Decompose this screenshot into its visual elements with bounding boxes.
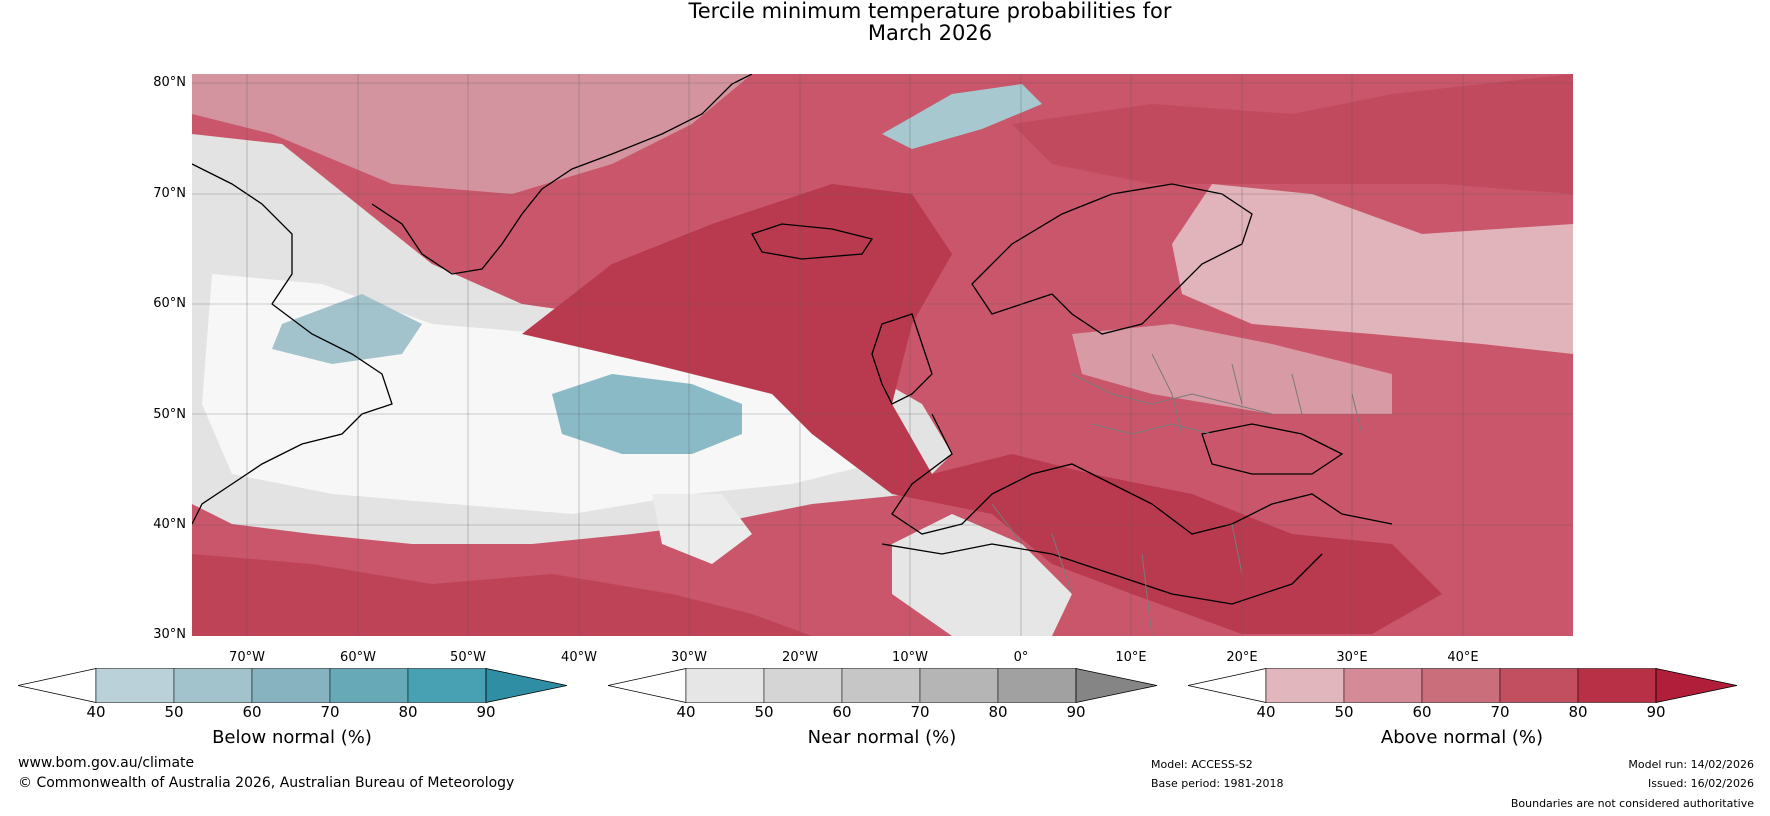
probability-map-graphic	[192, 74, 1573, 636]
lon-label-40e: 40°E	[1447, 650, 1479, 665]
lon-label-20w: 20°W	[782, 650, 818, 665]
coastline-black-sea	[1201, 423, 1344, 475]
lon-label-50w: 50°W	[450, 650, 486, 665]
colorbar-near-tick-80: 80	[988, 703, 1008, 721]
colorbar-above-tick-70: 70	[1490, 703, 1510, 721]
colorbar-above-band-0	[1265, 668, 1345, 703]
colorbar-near-tick-60: 60	[832, 703, 852, 721]
colorbar-below-tick-90: 90	[476, 703, 496, 721]
lon-label-40w: 40°W	[561, 650, 597, 665]
probability-map	[192, 74, 1573, 636]
lat-label-40n: 40°N	[153, 517, 186, 532]
coastline-iceland	[751, 223, 874, 260]
colorbar-above	[1188, 668, 1738, 703]
footer-base-period: Base period: 1981-2018	[1151, 777, 1284, 790]
region-below-normal-arctic	[882, 84, 1042, 149]
colorbar-above-band-3	[1499, 668, 1579, 703]
colorbar-below-band-4	[407, 668, 487, 703]
footer-model-run: Model run: 14/02/2026	[1628, 758, 1754, 771]
colorbar-below-tick-40: 40	[86, 703, 106, 721]
colorbar-below-tick-50: 50	[164, 703, 184, 721]
lon-label-10w: 10°W	[892, 650, 928, 665]
colorbar-below	[18, 668, 568, 703]
lat-label-70n: 70°N	[153, 186, 186, 201]
lon-label-70w: 70°W	[229, 650, 265, 665]
colorbar-below-tick-80: 80	[398, 703, 418, 721]
region-above-strong-central	[522, 184, 1442, 634]
map-title-line1: Tercile minimum temperature probabilitie…	[688, 0, 1172, 23]
colorbar-near-band-4	[997, 668, 1077, 703]
coastline-greenland	[371, 74, 753, 275]
lat-label-60n: 60°N	[153, 296, 186, 311]
colorbar-below-label: Below normal (%)	[212, 727, 372, 748]
colorbar-below-band-0	[95, 668, 175, 703]
colorbar-below-over	[485, 668, 568, 703]
colorbar-above-band-2	[1421, 668, 1501, 703]
colorbar-near-tick-90: 90	[1066, 703, 1086, 721]
lat-label-30n: 30°N	[153, 627, 186, 642]
region-near-normal-north-africa	[892, 514, 1072, 636]
colorbar-near-tick-40: 40	[676, 703, 696, 721]
colorbar-above-tick-40: 40	[1256, 703, 1276, 721]
lon-label-60w: 60°W	[340, 650, 376, 665]
footer-copyright: © Commonwealth of Australia 2026, Austra…	[18, 775, 515, 791]
lon-label-10e: 10°E	[1115, 650, 1147, 665]
region-below-normal-labrador	[272, 294, 422, 364]
colorbar-above-tick-50: 50	[1334, 703, 1354, 721]
colorbar-above-band-1	[1343, 668, 1423, 703]
region-near-normal-south-atlantic	[652, 494, 752, 564]
colorbar-above-label: Above normal (%)	[1380, 727, 1544, 748]
colorbar-above-tick-90: 90	[1646, 703, 1666, 721]
colorbar-below-band-1	[173, 668, 253, 703]
lon-label-30w: 30°W	[671, 650, 707, 665]
coastline-north-africa	[881, 543, 1323, 605]
colorbar-below-tick-70: 70	[320, 703, 340, 721]
colorbar-below-under	[18, 668, 97, 703]
colorbar-above-over	[1655, 668, 1738, 703]
footer-model: Model: ACCESS-S2	[1151, 758, 1253, 771]
map-title-line2: March 2026	[867, 21, 993, 45]
colorbar-near-label: Near normal (%)	[807, 727, 957, 748]
colorbar-above-tick-80: 80	[1568, 703, 1588, 721]
coastline-europe-south	[891, 413, 1393, 535]
colorbar-near-band-2	[841, 668, 921, 703]
coastline-british-isles	[871, 313, 933, 405]
colorbar-above-tick-60: 60	[1412, 703, 1432, 721]
region-above-strong-greenland-sea	[1012, 74, 1573, 194]
lat-label-80n: 80°N	[153, 75, 186, 90]
colorbar-below-tick-60: 60	[242, 703, 262, 721]
colorbar-near-over	[1075, 668, 1158, 703]
map-gridlines	[192, 74, 1573, 636]
colorbar-near-tick-70: 70	[910, 703, 930, 721]
colorbar-below-band-2	[251, 668, 331, 703]
coastline-scandinavia	[971, 183, 1253, 335]
coastline-north-america	[192, 163, 393, 525]
region-above-strong-southwest	[192, 554, 812, 636]
colorbar-near-tick-50: 50	[754, 703, 774, 721]
footer-issued: Issued: 16/02/2026	[1647, 777, 1754, 790]
colorbar-below-band-3	[329, 668, 409, 703]
colorbar-above-band-4	[1577, 668, 1657, 703]
lat-label-50n: 50°N	[153, 407, 186, 422]
region-above-light-russia	[1172, 184, 1573, 354]
colorbar-near	[608, 668, 1158, 703]
lon-label-30e: 30°E	[1336, 650, 1368, 665]
footer-website-link[interactable]: www.bom.gov.au/climate	[18, 755, 195, 771]
lon-label-0: 0°	[1013, 650, 1029, 665]
footer-disclaimer: Boundaries are not considered authoritat…	[1510, 797, 1754, 810]
colorbar-above-under	[1188, 668, 1267, 703]
colorbar-near-band-1	[763, 668, 843, 703]
colorbar-near-under	[608, 668, 687, 703]
region-above-light-arctic	[192, 74, 752, 194]
colorbar-near-band-0	[685, 668, 765, 703]
region-above-light-eastern-europe	[1072, 324, 1392, 414]
lon-label-20e: 20°E	[1226, 650, 1258, 665]
colorbar-near-band-3	[919, 668, 999, 703]
